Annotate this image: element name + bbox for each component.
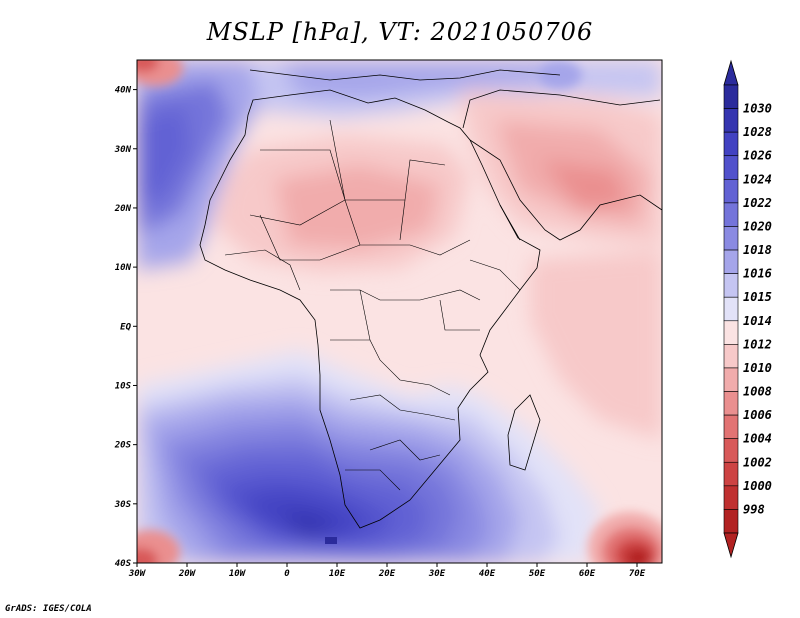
lat-tick-label: 30S	[114, 500, 132, 510]
lat-tick-label: 20N	[114, 204, 132, 214]
colorbar-label: 1014	[743, 314, 772, 328]
map-frame	[136, 59, 663, 564]
colorbar-swatch	[723, 509, 739, 534]
lat-tick-label: EQ	[120, 322, 131, 332]
colorbar-swatch	[723, 249, 739, 274]
colorbar-swatch	[723, 84, 739, 109]
colorbar-label: 1022	[743, 196, 772, 210]
lat-tick-label: 40N	[115, 86, 132, 96]
colorbar-swatch	[723, 179, 739, 204]
colorbar-label: 1002	[743, 455, 772, 469]
lat-tick-label: 40S	[115, 559, 132, 569]
colorbar-swatch	[723, 273, 739, 298]
colorbar-label: 998	[743, 502, 765, 516]
lat-tick-label: 30N	[114, 145, 132, 155]
colorbar-label: 1018	[743, 243, 772, 257]
colorbar-label: 1016	[743, 267, 772, 281]
lat-tick-label: 10N	[115, 263, 132, 273]
lat-tick-label: 10S	[115, 381, 132, 391]
colorbar: 1030 1028 1026 1024 1022 1020 1018 1016 1015 1014…	[723, 59, 772, 559]
colorbar-label: 1012	[743, 337, 772, 351]
lon-tick-label: 30W	[128, 569, 147, 579]
colorbar-swatch	[723, 155, 739, 180]
colorbar-swatch	[723, 344, 739, 369]
colorbar-label: 1024	[743, 172, 772, 186]
pressure-field	[137, 60, 662, 563]
lon-tick-label: 60E	[579, 569, 596, 579]
colorbar-swatch	[723, 461, 739, 487]
colorbar-label: 1008	[743, 385, 772, 399]
colorbar-label: 1030	[743, 102, 772, 116]
lon-tick-label: 40E	[479, 569, 496, 579]
colorbar-swatch	[723, 108, 739, 133]
colorbar-top-arrow	[723, 59, 739, 86]
longitude-axis: 30W 20W 10W 0 10E 20E 30E 40E 50E 60E 70E	[128, 563, 646, 579]
lat-tick-label: 20S	[114, 441, 132, 451]
colorbar-swatch	[723, 296, 739, 322]
lon-tick-label: 70E	[629, 569, 646, 579]
colorbar-swatch	[723, 226, 739, 251]
latitude-axis: 40N 30N 20N 10N EQ 10S 20S 30S 40S	[114, 86, 137, 569]
lon-tick-label: 10W	[229, 569, 247, 579]
country-borders	[224, 119, 521, 491]
coastlines	[199, 69, 662, 529]
lon-tick-label: 20W	[178, 569, 197, 579]
colorbar-swatch	[723, 202, 739, 227]
grads-credit: GrADS: IGES/COLA	[5, 604, 92, 614]
lon-tick-label: 20E	[378, 569, 396, 579]
lon-tick-label: 0	[284, 569, 290, 579]
colorbar-label: 1000	[743, 479, 772, 493]
colorbar-swatch	[723, 320, 739, 345]
colorbar-label: 1004	[743, 432, 772, 446]
colorbar-swatch	[723, 391, 739, 416]
colorbar-label: 1010	[743, 361, 772, 375]
colorbar-label: 1028	[743, 125, 772, 139]
colorbar-swatch	[723, 414, 739, 439]
colorbar-label: 1006	[743, 408, 772, 422]
colorbar-swatch	[723, 367, 739, 392]
colorbar-swatch	[723, 438, 739, 463]
colorbar-label: 1015	[743, 290, 772, 304]
colorbar-bottom-arrow	[723, 532, 739, 559]
lon-tick-label: 50E	[529, 569, 546, 579]
colorbar-label: 1026	[743, 149, 772, 163]
colorbar-swatch	[723, 485, 739, 510]
colorbar-swatch	[723, 131, 739, 157]
plot-title: MSLP [hPa], VT: 2021050706	[206, 18, 594, 46]
colorbar-label: 1020	[743, 219, 772, 233]
lon-tick-label: 10E	[329, 569, 346, 579]
lon-tick-label: 30E	[428, 569, 446, 579]
